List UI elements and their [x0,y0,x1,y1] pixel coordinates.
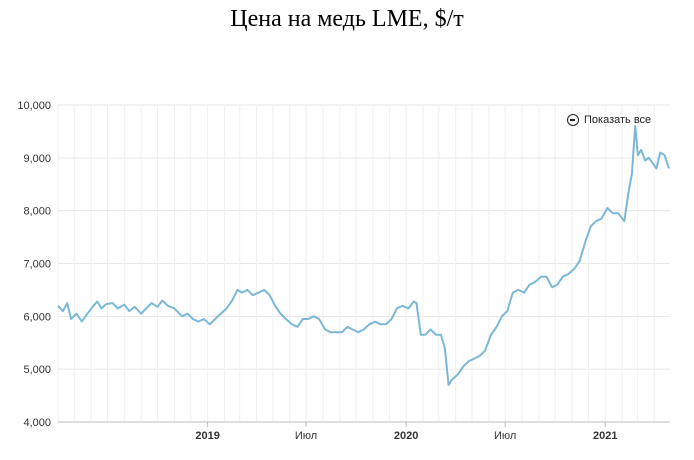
chart-title: Цена на медь LME, $/т [230,6,464,32]
y-tick-label: 7,000 [23,259,51,271]
x-axis-ticks: 2019 Июл 2020 Июл 2021 [195,422,618,442]
series-line-copper-price [57,125,670,386]
y-axis-ticks: 10,000 9,000 8,000 7,000 6,000 5,000 4,000 [17,100,51,429]
y-tick-label: 5,000 [23,364,51,376]
y-tick-label: 8,000 [23,206,51,218]
x-tick-label: Июл [494,430,516,442]
grid-lines [57,104,670,423]
x-tick-label: 2019 [195,430,219,442]
y-tick-label: 6,000 [23,311,51,323]
y-tick-label: 4,000 [23,417,51,429]
reset-zoom-label: Показать все [584,114,652,126]
y-tick-label: 10,000 [17,100,51,112]
x-tick-label: Июл [295,430,317,442]
reset-zoom-button[interactable]: Показать все [567,110,651,130]
x-tick-label: 2020 [394,430,418,442]
zoom-out-icon [567,114,579,126]
x-tick-label: 2021 [593,430,617,442]
y-tick-label: 9,000 [23,153,51,165]
